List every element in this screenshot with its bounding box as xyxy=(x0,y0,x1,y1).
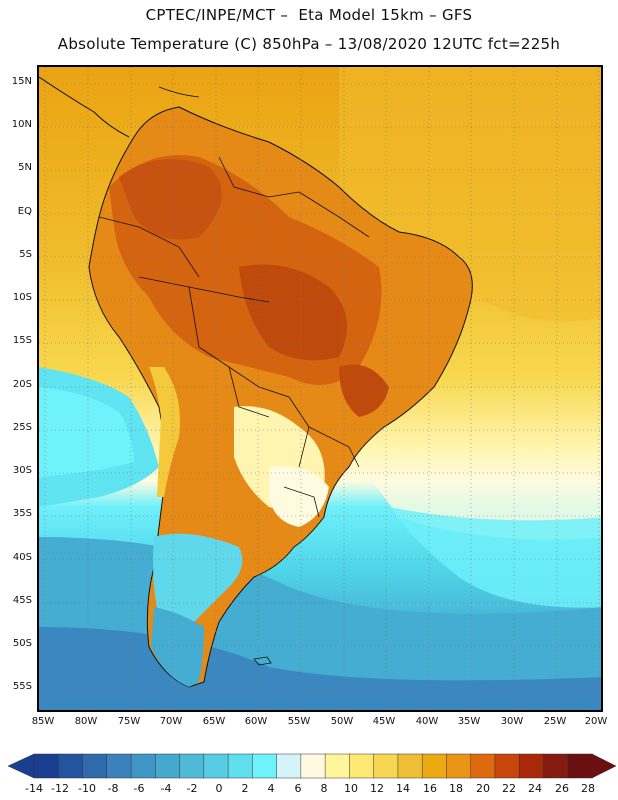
lon-label: 70W xyxy=(159,716,183,727)
colorbar-swatch xyxy=(324,753,351,779)
colorbar-swatch xyxy=(82,753,108,779)
colorbar-swatch xyxy=(106,753,132,779)
map-svg xyxy=(39,67,601,710)
colorbar-label: 8 xyxy=(320,782,328,795)
lat-label: 50S xyxy=(12,638,32,649)
colorbar-swatch xyxy=(179,753,205,779)
colorbar-swatch xyxy=(446,753,472,779)
colorbar-label: -12 xyxy=(51,782,69,795)
lon-label: 80W xyxy=(74,716,98,727)
lon-label: 75W xyxy=(117,716,141,727)
colorbar-swatch xyxy=(276,753,302,779)
colorbar-swatch xyxy=(33,753,60,779)
lat-label: 5N xyxy=(18,162,32,173)
lon-label: 60W xyxy=(244,716,268,727)
colorbar xyxy=(7,753,617,779)
lat-label: EQ xyxy=(17,206,32,217)
colorbar-label: 12 xyxy=(370,782,384,795)
colorbar-swatch xyxy=(155,753,181,779)
colorbar-swatch xyxy=(58,753,84,779)
colorbar-label: 18 xyxy=(449,782,463,795)
colorbar-label: 22 xyxy=(502,782,516,795)
lat-label: 5S xyxy=(19,249,32,260)
lat-label: 15S xyxy=(12,335,32,346)
lon-label: 65W xyxy=(202,716,226,727)
colorbar-label: -2 xyxy=(186,782,198,795)
colorbar-swatch xyxy=(300,753,326,779)
lon-label: 25W xyxy=(543,716,567,727)
colorbar-label: 6 xyxy=(294,782,302,795)
colorbar-swatch xyxy=(203,753,229,779)
colorbar-label: 2 xyxy=(241,782,249,795)
colorbar-swatch xyxy=(543,753,569,779)
lat-label: 55S xyxy=(12,681,32,692)
lon-label: 20W xyxy=(584,716,608,727)
colorbar-min-arrow xyxy=(7,753,35,779)
lat-label: 15N xyxy=(11,76,32,87)
lat-label: 25S xyxy=(12,422,32,433)
colorbar-swatch xyxy=(373,753,399,779)
chart-title-line2: Absolute Temperature (C) 850hPa – 13/08/… xyxy=(57,35,561,53)
colorbar-label: 20 xyxy=(476,782,490,795)
colorbar-label: 10 xyxy=(344,782,358,795)
colorbar-label: -6 xyxy=(133,782,145,795)
lon-label: 35W xyxy=(457,716,481,727)
colorbar-label: -8 xyxy=(107,782,119,795)
colorbar-label: 16 xyxy=(423,782,437,795)
lon-label: 40W xyxy=(415,716,439,727)
lat-label: 35S xyxy=(12,508,32,519)
colorbar-swatch xyxy=(252,753,278,779)
colorbar-label: 14 xyxy=(396,782,410,795)
temperature-map xyxy=(37,65,603,712)
lat-label: 30S xyxy=(12,465,32,476)
colorbar-label: 4 xyxy=(267,782,275,795)
colorbar-label: -14 xyxy=(25,782,43,795)
colorbar-label: 28 xyxy=(581,782,595,795)
colorbar-swatch xyxy=(494,753,520,779)
colorbar-label: -4 xyxy=(160,782,172,795)
colorbar-swatch xyxy=(567,753,593,779)
lon-label: 30W xyxy=(500,716,524,727)
chart-title-line1: CPTEC/INPE/MCT – Eta Model 15km – GFS xyxy=(145,6,473,24)
colorbar-swatch xyxy=(421,753,448,779)
lon-label: 85W xyxy=(31,716,55,727)
colorbar-label: 24 xyxy=(528,782,542,795)
colorbar-swatch xyxy=(349,753,375,779)
lat-label: 10N xyxy=(11,119,32,130)
lon-label: 45W xyxy=(372,716,396,727)
colorbar-max-arrow xyxy=(591,753,617,779)
lat-label: 10S xyxy=(12,292,32,303)
colorbar-label: 26 xyxy=(555,782,569,795)
lat-label: 40S xyxy=(12,552,32,563)
colorbar-swatch xyxy=(227,753,254,779)
colorbar-swatch xyxy=(397,753,423,779)
colorbar-swatch xyxy=(470,753,496,779)
colorbar-label: 0 xyxy=(215,782,223,795)
lon-label: 50W xyxy=(330,716,354,727)
colorbar-label: -10 xyxy=(78,782,96,795)
lon-label: 55W xyxy=(287,716,311,727)
lat-label: 20S xyxy=(12,379,32,390)
colorbar-swatch xyxy=(130,753,157,779)
lat-label: 45S xyxy=(12,595,32,606)
colorbar-swatch xyxy=(518,753,545,779)
